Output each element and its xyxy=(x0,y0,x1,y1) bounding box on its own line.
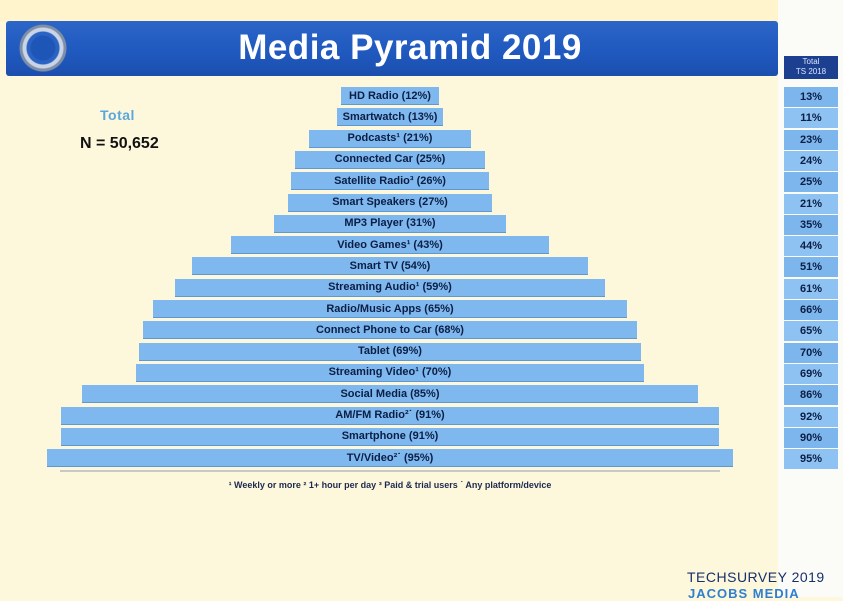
comparison-cell: 11% xyxy=(784,108,838,129)
pyramid-bar-label: Smart TV (54%) xyxy=(349,259,431,272)
pyramid-bar: Smartwatch (13%) xyxy=(337,108,443,126)
pyramid-bar: Smartphone (91%) xyxy=(61,427,719,445)
comparison-cell: 13% xyxy=(784,87,838,107)
top-band xyxy=(0,0,778,22)
pyramid-bar: Podcasts¹ (21%) xyxy=(309,129,471,147)
comparison-cell: 86% xyxy=(784,385,838,406)
comparison-cell: 35% xyxy=(784,214,838,235)
comparison-cell: 65% xyxy=(784,321,838,342)
pyramid-bar-label: Connect Phone to Car (68%) xyxy=(316,323,464,336)
pyramid-bar-label: Social Media (85%) xyxy=(340,387,440,400)
pyramid-bar-label: Connected Car (25%) xyxy=(334,153,446,166)
pyramid-bar: Connect Phone to Car (68%) xyxy=(142,321,638,339)
comparison-cell: 95% xyxy=(784,449,838,470)
comparison-cell: 61% xyxy=(784,278,838,299)
logo-icon xyxy=(19,24,67,72)
pyramid-bar: TV/Video²˙ (95%) xyxy=(47,449,733,467)
pyramid-bar: MP3 Player (31%) xyxy=(273,214,507,232)
comparison-cell: 69% xyxy=(784,363,838,384)
pyramid-bar: Connected Car (25%) xyxy=(294,150,486,168)
comparison-header-line1: Total xyxy=(802,57,820,66)
comparison-cell: 90% xyxy=(784,427,838,448)
pyramid-bar: Video Games¹ (43%) xyxy=(231,236,549,254)
comparison-cell: 23% xyxy=(784,129,838,150)
page-title: Media Pyramid 2019 xyxy=(238,28,582,67)
brand-techsurvey: TECHSURVEY 2019 xyxy=(687,569,825,585)
pyramid-bar: HD Radio (12%) xyxy=(341,87,439,104)
pyramid-bar-label: HD Radio (12%) xyxy=(349,89,431,102)
comparison-cell: 44% xyxy=(784,236,838,257)
pyramid-bar: Smart Speakers (27%) xyxy=(287,193,493,211)
divider xyxy=(60,470,720,472)
pyramid-bar: Satellite Radio³ (26%) xyxy=(291,172,489,190)
pyramid-bar-label: Satellite Radio³ (26%) xyxy=(334,174,446,187)
comparison-cell: 66% xyxy=(784,300,838,320)
comparison-cell: 25% xyxy=(784,172,838,193)
pyramid-bar-label: Radio/Music Apps (65%) xyxy=(326,302,454,315)
pyramid-bar: AM/FM Radio²˙ (91%) xyxy=(61,406,719,424)
pyramid-bar-label: Smartwatch (13%) xyxy=(342,110,438,123)
comparison-cell: 24% xyxy=(784,150,838,171)
pyramid-bar-label: TV/Video²˙ (95%) xyxy=(346,451,434,464)
pyramid-bar-label: Streaming Video¹ (70%) xyxy=(328,366,452,379)
pyramid-bar-label: Smartphone (91%) xyxy=(341,430,439,443)
pyramid-bar-label: Smart Speakers (27%) xyxy=(332,196,448,208)
pyramid-bar: Streaming Video¹ (70%) xyxy=(135,363,645,381)
comparison-cell: 92% xyxy=(784,406,838,427)
comparison-cell: 21% xyxy=(784,193,838,214)
total-label: Total xyxy=(100,107,135,123)
pyramid-bar-label: Video Games¹ (43%) xyxy=(337,238,443,251)
brand-jacobs-media: JACOBS MEDIA xyxy=(688,586,800,601)
pyramid-bar-label: AM/FM Radio²˙ (91%) xyxy=(335,409,445,421)
comparison-cell: 51% xyxy=(784,257,838,278)
comparison-header-line2: TS 2018 xyxy=(795,67,827,76)
footnote: ¹ Weekly or more ² 1+ hour per day ³ Pai… xyxy=(228,480,552,490)
title-bar xyxy=(6,21,778,76)
pyramid-bar: Smart TV (54%) xyxy=(192,257,588,275)
pyramid-bar: Streaming Audio¹ (59%) xyxy=(174,278,606,296)
comparison-column-header: Total TS 2018 xyxy=(784,56,838,79)
pyramid-bar: Social Media (85%) xyxy=(82,385,698,403)
pyramid-bar-label: MP3 Player (31%) xyxy=(344,217,436,230)
pyramid-bar-label: Tablet (69%) xyxy=(358,345,422,358)
pyramid-bar: Radio/Music Apps (65%) xyxy=(153,300,627,317)
comparison-cell: 70% xyxy=(784,342,838,363)
pyramid-bar-label: Podcasts¹ (21%) xyxy=(347,132,433,145)
sample-size-label: N = 50,652 xyxy=(80,135,159,152)
pyramid-bar-label: Streaming Audio¹ (59%) xyxy=(328,281,452,294)
pyramid-bar: Tablet (69%) xyxy=(139,342,641,360)
